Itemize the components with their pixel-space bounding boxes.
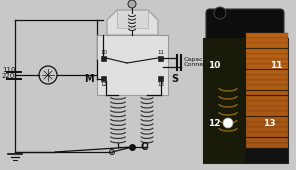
Bar — [203, 38, 246, 163]
Text: 11: 11 — [270, 61, 282, 70]
Bar — [101, 76, 106, 81]
Bar — [203, 38, 288, 163]
Circle shape — [128, 0, 136, 8]
Bar — [246, 90, 288, 96]
Bar — [246, 59, 288, 64]
Bar — [246, 132, 288, 137]
Bar — [246, 54, 288, 59]
Bar — [246, 44, 288, 48]
Bar — [246, 96, 288, 101]
Text: 11: 11 — [157, 50, 164, 55]
Text: C: C — [141, 142, 148, 152]
Bar — [246, 117, 288, 122]
Bar — [246, 80, 288, 85]
Bar — [246, 111, 288, 116]
Bar — [246, 70, 288, 75]
Text: 12: 12 — [100, 82, 107, 87]
Bar — [246, 127, 288, 132]
Bar — [246, 101, 288, 106]
Text: 12: 12 — [208, 119, 221, 128]
Bar — [246, 106, 288, 111]
Bar — [97, 35, 168, 95]
Bar — [246, 75, 288, 80]
FancyBboxPatch shape — [206, 9, 284, 47]
Text: 10: 10 — [100, 50, 107, 55]
Bar — [246, 143, 288, 148]
Bar — [246, 138, 288, 142]
Bar — [246, 85, 288, 90]
Text: 10: 10 — [208, 61, 221, 70]
Bar — [158, 76, 163, 81]
Bar — [158, 56, 163, 61]
Text: 110
220: 110 220 — [2, 66, 15, 80]
Bar — [246, 49, 288, 54]
Text: Capacitor
Connect: Capacitor Connect — [184, 57, 214, 67]
Text: S: S — [171, 74, 178, 84]
Polygon shape — [107, 10, 158, 35]
Bar — [101, 56, 106, 61]
Text: 13: 13 — [157, 82, 164, 87]
Text: M: M — [84, 74, 94, 84]
Circle shape — [223, 118, 233, 128]
Bar — [246, 33, 288, 38]
Bar — [246, 122, 288, 127]
Text: 13: 13 — [263, 119, 276, 128]
Circle shape — [214, 7, 226, 19]
Bar — [246, 64, 288, 69]
Bar — [246, 38, 288, 43]
Bar — [117, 10, 148, 28]
